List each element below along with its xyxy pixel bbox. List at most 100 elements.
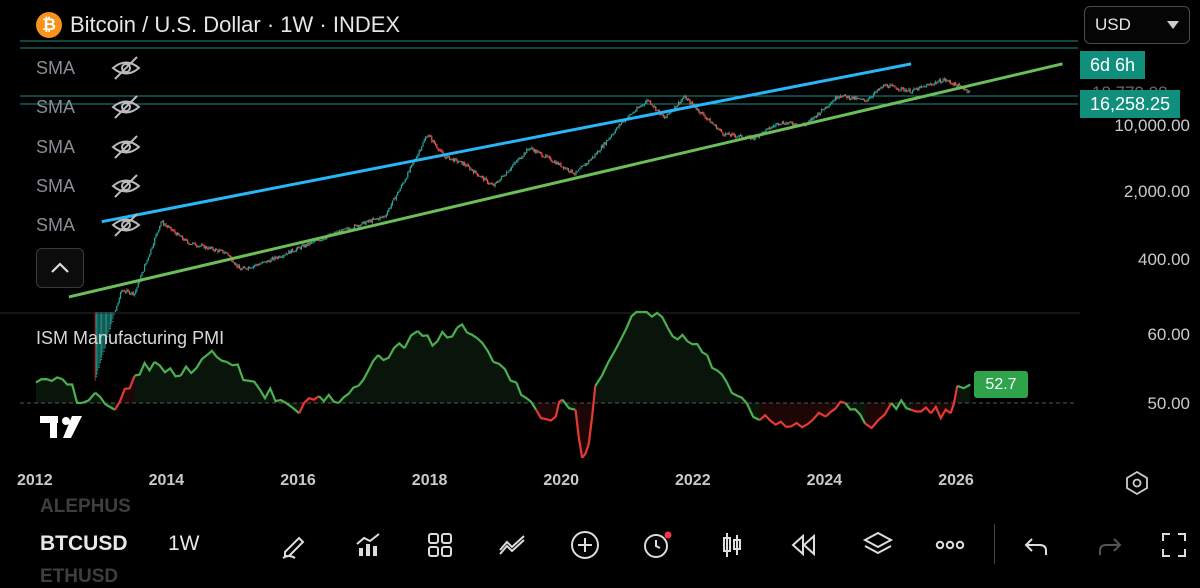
candle-body: [556, 162, 558, 165]
candle-body: [871, 96, 873, 98]
eye-off-icon[interactable]: [111, 55, 141, 81]
next-symbol[interactable]: ETHUSD: [40, 566, 119, 587]
candle-body: [922, 86, 924, 88]
candle-body: [299, 247, 301, 249]
candle-body: [712, 122, 714, 124]
eye-off-icon[interactable]: [111, 94, 141, 120]
candle-body: [195, 245, 198, 247]
indicator-label: SMA: [36, 96, 76, 117]
pmi-area: [437, 327, 458, 403]
add-icon[interactable]: [567, 527, 603, 563]
candle-body: [791, 122, 794, 125]
indicator-row[interactable]: SMA: [36, 173, 141, 199]
candle-body: [410, 164, 413, 167]
pencil-icon[interactable]: [276, 527, 312, 563]
candles-icon[interactable]: [714, 527, 750, 563]
indicators-icon[interactable]: [350, 527, 386, 563]
candle-body: [561, 166, 563, 168]
candle-body: [305, 244, 308, 246]
candle-body: [405, 178, 408, 180]
candle-body: [936, 82, 938, 84]
redo-icon[interactable]: [1092, 527, 1128, 563]
candle-body: [841, 96, 843, 98]
candle-body: [480, 176, 482, 178]
layers-icon[interactable]: [860, 527, 896, 563]
settings-icon[interactable]: [1124, 470, 1150, 496]
candle-body: [417, 153, 419, 158]
candle-body: [553, 161, 556, 163]
indicator-row[interactable]: SMA: [36, 55, 141, 81]
main-chart[interactable]: [0, 0, 1200, 510]
candle-body: [766, 128, 768, 130]
candle-body: [494, 182, 496, 187]
candle-body: [541, 153, 543, 157]
candle-body: [572, 173, 575, 175]
more-icon[interactable]: [932, 527, 968, 563]
pmi-area: [36, 377, 63, 403]
candle-body: [688, 99, 690, 101]
candle-body: [718, 128, 720, 130]
pmi-line-segment: [811, 411, 827, 421]
layout-grid-icon[interactable]: [422, 527, 458, 563]
candle-body: [150, 248, 152, 255]
trend-channel[interactable]: [68, 62, 1063, 299]
symbol-button[interactable]: BTCUSD: [40, 532, 128, 555]
indicator-row[interactable]: SMA: [36, 94, 141, 120]
candle-body: [934, 82, 937, 84]
candle-body: [97, 372, 99, 374]
candle-body: [126, 289, 128, 293]
pmi-area: [555, 399, 563, 417]
candle-body: [106, 342, 108, 344]
candle-body: [218, 250, 220, 252]
eye-off-icon[interactable]: [111, 212, 141, 238]
candle-body: [145, 263, 147, 266]
candle-body: [664, 116, 666, 119]
candle-body: [343, 228, 346, 230]
candle-body: [575, 171, 577, 175]
indicator-row[interactable]: SMA: [36, 134, 141, 160]
pmi-line-segment: [594, 361, 610, 387]
candle-body: [686, 99, 689, 101]
candle-body: [214, 249, 217, 251]
candle-body: [836, 96, 838, 99]
symbol-title[interactable]: ₿ Bitcoin / U.S. Dollar · 1W · INDEX: [36, 12, 400, 38]
candle-body: [551, 160, 553, 162]
candle-body: [290, 249, 292, 254]
fullscreen-icon[interactable]: [1156, 527, 1192, 563]
candle-body: [293, 251, 295, 253]
candle-body: [285, 253, 287, 255]
pmi-line-segment: [844, 402, 867, 425]
collapse-indicators-button[interactable]: [36, 248, 84, 288]
drawing-tools-icon[interactable]: [494, 527, 530, 563]
candle-body: [958, 84, 961, 86]
candle-body: [132, 291, 134, 295]
candle-body: [422, 142, 424, 147]
undo-icon[interactable]: [1018, 527, 1054, 563]
candle-body: [809, 119, 811, 121]
alert-icon[interactable]: [639, 527, 675, 563]
candle-body: [795, 123, 797, 126]
candle-body: [271, 257, 273, 260]
pmi-title[interactable]: ISM Manufacturing PMI: [36, 328, 225, 348]
candle-body: [246, 268, 248, 270]
candle-body: [257, 264, 260, 266]
candle-body: [623, 120, 625, 122]
candle-body: [189, 244, 191, 246]
candle-body: [262, 261, 265, 263]
candle-body: [769, 127, 771, 130]
candle-body: [429, 135, 432, 137]
candle-body: [321, 239, 323, 241]
interval-button[interactable]: 1W: [168, 532, 200, 555]
candle-body: [905, 89, 907, 92]
candle-body: [385, 214, 387, 217]
candle-body: [295, 248, 298, 251]
indicator-row[interactable]: SMA: [36, 212, 141, 238]
replay-icon[interactable]: [786, 527, 822, 563]
eye-off-icon[interactable]: [111, 173, 141, 199]
candle-body: [950, 81, 952, 84]
candle-body: [526, 149, 528, 154]
bottom-toolbar: ALEPHUS BTCUSD ETHUSD 1W: [0, 496, 1200, 587]
currency-select[interactable]: USD: [1084, 6, 1190, 44]
eye-off-icon[interactable]: [111, 134, 141, 160]
prev-symbol[interactable]: ALEPHUS: [40, 496, 131, 517]
